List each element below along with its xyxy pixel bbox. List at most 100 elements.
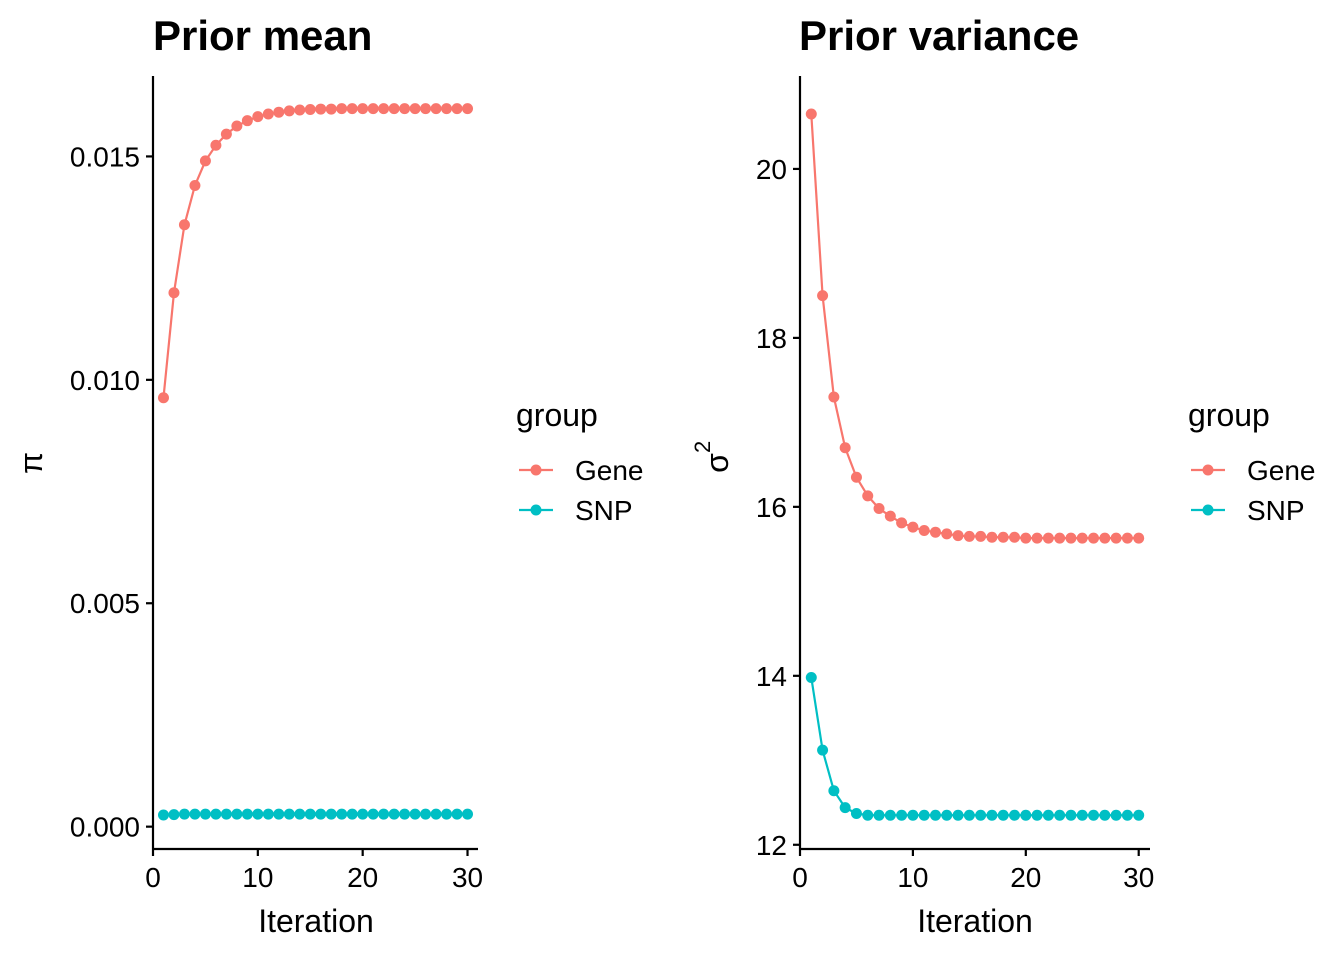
prior-variance-snp-point	[986, 809, 998, 821]
prior-variance-snp-point	[1054, 809, 1066, 821]
prior-mean-gene-point	[252, 111, 264, 123]
prior-mean-title: Prior mean	[153, 12, 372, 59]
prior-mean-snp-point	[199, 808, 211, 820]
prior-variance-legend: group Gene SNP	[1188, 397, 1316, 526]
prior-variance-snp-point	[1099, 809, 1111, 821]
prior-variance-snp-point	[850, 808, 862, 820]
prior-variance-snp-point	[896, 809, 908, 821]
prior-mean-legend-item-gene[interactable]: Gene	[519, 455, 644, 486]
prior-mean-x-axis-ticks: 0 10 20 30	[145, 849, 483, 893]
prior-variance-legend-item-gene[interactable]: Gene	[1191, 455, 1316, 486]
prior-mean-gene-point	[325, 103, 337, 115]
y-tick-label: 0.015	[70, 141, 140, 172]
prior-variance-gene-point	[828, 391, 840, 403]
prior-mean-snp-point	[336, 808, 348, 820]
prior-variance-gene-point	[873, 503, 885, 515]
prior-mean-gene-line	[162, 107, 468, 398]
prior-mean-snp-point	[462, 808, 474, 820]
prior-mean-snp-point	[441, 808, 453, 820]
x-tick-label: 30	[1123, 862, 1154, 893]
prior-mean-gene-point	[220, 128, 232, 140]
prior-variance-gene-point	[1076, 532, 1088, 544]
prior-variance-snp-point	[1020, 809, 1032, 821]
prior-variance-gene-point	[862, 490, 874, 502]
prior-variance-gene-point	[1088, 532, 1100, 544]
prior-variance-gene-point	[1020, 532, 1032, 544]
legend-key-point-snp	[530, 504, 542, 516]
prior-mean-snp-point	[168, 809, 180, 821]
prior-variance-snp-point	[862, 809, 874, 821]
y-tick-label: 20	[756, 154, 787, 185]
prior-variance-gene-point	[952, 530, 964, 542]
prior-mean-snp-point	[273, 808, 285, 820]
prior-mean-gene-point	[273, 106, 285, 118]
prior-variance-snp-point	[907, 809, 919, 821]
prior-mean-legend-label-snp: SNP	[575, 495, 633, 526]
x-tick-label: 20	[347, 862, 378, 893]
prior-mean-gene-point	[367, 103, 379, 115]
prior-variance-snp-point	[1065, 809, 1077, 821]
y-tick-label: 14	[756, 661, 787, 692]
x-tick-label: 30	[452, 862, 483, 893]
prior-variance-snp-point	[1088, 809, 1100, 821]
prior-mean-gene-point	[168, 287, 180, 299]
prior-mean-gene-point	[346, 103, 358, 115]
legend-key-point-gene	[1202, 464, 1214, 476]
prior-mean-snp-point	[451, 808, 463, 820]
y-tick-label: 0.005	[70, 588, 140, 619]
prior-mean-snp-point	[357, 808, 369, 820]
prior-mean-snp-point	[252, 808, 264, 820]
prior-mean-x-axis-title: Iteration	[258, 903, 374, 939]
prior-mean-series	[157, 103, 474, 821]
prior-mean-gene-point	[378, 103, 390, 115]
prior-variance-gene-point	[850, 471, 862, 483]
prior-mean-snp-point	[283, 808, 295, 820]
prior-mean-snp-point	[346, 808, 358, 820]
prior-mean-gene-point	[409, 103, 421, 115]
prior-variance-snp-point	[884, 809, 896, 821]
prior-variance-snp-point	[839, 802, 851, 814]
prior-variance-y-axis-title-exponent: 2	[690, 441, 715, 453]
prior-variance-snp-point	[952, 809, 964, 821]
prior-variance-gene-point	[1121, 532, 1133, 544]
prior-variance-gene-point	[907, 521, 919, 533]
prior-mean-gene-point	[262, 108, 274, 120]
prior-mean-snp-point	[231, 808, 243, 820]
prior-mean-gene-point	[199, 155, 211, 167]
prior-mean-legend-item-snp[interactable]: SNP	[519, 495, 633, 526]
prior-variance-y-axis-title: σ 2	[690, 441, 735, 473]
prior-variance-gene-point	[1099, 532, 1111, 544]
prior-variance-gene-point	[839, 442, 851, 454]
prior-variance-panel: Prior variance 12 14 16 18 20 0 10 20 30 Iterat…	[690, 12, 1316, 939]
prior-variance-gene-point	[1110, 532, 1122, 544]
prior-variance-y-axis-title-base: σ	[699, 453, 735, 473]
prior-variance-gene-point	[963, 530, 975, 542]
prior-mean-gene-point	[430, 103, 442, 115]
y-tick-label: 16	[756, 492, 787, 523]
prior-variance-gene-point	[884, 510, 896, 522]
prior-variance-gene-point	[1054, 532, 1066, 544]
prior-mean-gene-point	[462, 103, 474, 115]
prior-variance-legend-label-gene: Gene	[1247, 455, 1316, 486]
prior-variance-legend-item-snp[interactable]: SNP	[1191, 495, 1305, 526]
prior-variance-gene-point	[1133, 532, 1145, 544]
prior-variance-gene-point	[1042, 532, 1054, 544]
prior-variance-snp-point	[873, 809, 885, 821]
prior-variance-gene-point	[1009, 531, 1021, 543]
prior-mean-snp-point	[430, 808, 442, 820]
x-tick-label: 10	[897, 862, 928, 893]
prior-variance-gene-point	[975, 530, 987, 542]
prior-variance-snp-point	[828, 785, 840, 797]
prior-variance-snp-line	[810, 677, 1139, 817]
prior-mean-gene-point	[283, 105, 295, 117]
prior-mean-gene-point	[189, 179, 201, 191]
prior-mean-gene-point	[294, 104, 306, 116]
prior-variance-snp-point	[1110, 809, 1122, 821]
prior-mean-snp-point	[178, 808, 190, 820]
prior-variance-gene-point	[896, 517, 908, 529]
prior-mean-snp-point	[367, 808, 379, 820]
prior-variance-y-axis-ticks: 12 14 16 18 20	[756, 154, 800, 861]
prior-mean-snp-point	[409, 808, 421, 820]
